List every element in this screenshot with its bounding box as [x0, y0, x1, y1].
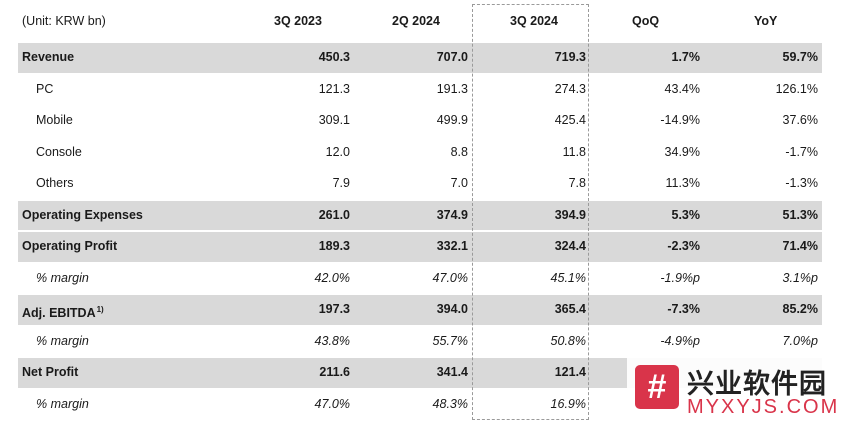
table-row: Operating Profit 189.3 332.1 324.4 -2.3% 71.4… — [0, 231, 842, 263]
table-cell: 16.9% — [550, 396, 586, 411]
table-cell: 126.1% — [775, 81, 818, 96]
table-cell: 43.8% — [314, 333, 350, 348]
table-cell: 7.0%p — [782, 333, 818, 348]
col-header-2q2024: 2Q 2024 — [392, 14, 440, 28]
row-shading — [18, 200, 822, 230]
table-cell: 7.0 — [450, 176, 468, 190]
row-label: Revenue — [22, 50, 75, 64]
table-cell: 3.1%p — [782, 270, 818, 285]
table-row: Console 12.0 8.8 11.8 34.9% -1.7% — [0, 137, 842, 169]
table-cell: 211.6 — [319, 365, 350, 379]
table-row: Adj. EBITDA1) 197.3 394.0 365.4 -7.3% 85.2% — [0, 294, 842, 326]
table-cell: 365.4 — [554, 302, 586, 316]
table-cell: 189.3 — [318, 239, 350, 253]
table-cell: 42.0% — [314, 270, 350, 285]
table-row: PC 121.3 191.3 274.3 43.4% 126.1% — [0, 74, 842, 106]
row-shading — [18, 295, 822, 325]
table-cell: -1.3% — [785, 176, 818, 190]
table-cell: -4.9%p — [660, 333, 700, 348]
row-label: Operating Expenses — [22, 207, 143, 222]
table-cell: 274.3 — [554, 81, 586, 96]
table-cell: 7.9 — [332, 176, 350, 190]
unit-label: (Unit: KRW bn) — [22, 14, 106, 28]
table-cell: 50.8% — [550, 333, 586, 348]
table-cell: 394.0 — [436, 302, 468, 316]
table-cell: 707.0 — [436, 50, 468, 64]
row-label: Net Profit — [22, 365, 79, 379]
table-cell: 11.3% — [665, 176, 700, 190]
table-row: Mobile 309.1 499.9 425.4 -14.9% 37.6% — [0, 105, 842, 137]
table-cell: 332.1 — [436, 239, 468, 253]
row-label: % margin — [36, 333, 89, 348]
table-header: (Unit: KRW bn) 3Q 2023 2Q 2024 3Q 2024 Q… — [0, 0, 842, 42]
table-cell: 191.3 — [436, 81, 468, 96]
table-cell: 71.4% — [782, 239, 818, 253]
watermark-chinese-text: 兴业软件园 — [687, 369, 827, 399]
table-cell: 394.9 — [554, 207, 586, 222]
row-label: Operating Profit — [22, 239, 118, 253]
table-cell: 55.7% — [432, 333, 468, 348]
table-cell: 51.3% — [782, 207, 818, 222]
table-cell: 7.8 — [568, 176, 586, 190]
table-cell: 37.6% — [782, 113, 818, 127]
table-cell: 43.4% — [664, 81, 700, 96]
table-cell: 1.7% — [671, 50, 701, 64]
table-cell: 374.9 — [436, 207, 468, 222]
row-label: Adj. EBITDA1) — [22, 305, 104, 321]
table-cell: 499.9 — [436, 113, 468, 127]
table-cell: 48.3% — [432, 396, 468, 411]
watermark: # 兴业软件园 MYXYJS.COM — [627, 356, 842, 427]
current-quarter-highlight — [472, 4, 589, 420]
table-cell: 12.0 — [325, 144, 350, 159]
watermark-english-text: MYXYJS.COM — [687, 396, 840, 418]
table-cell: 425.4 — [554, 113, 586, 127]
table-cell: 59.7% — [782, 50, 818, 64]
table-cell: 719.3 — [554, 50, 586, 64]
table-cell: -1.9%p — [660, 270, 700, 285]
row-label: Mobile — [36, 113, 73, 127]
table-row: Operating Expenses 261.0 374.9 394.9 5.3% 51.… — [0, 200, 842, 232]
row-shading — [18, 232, 822, 262]
col-header-yoy: YoY — [754, 14, 778, 28]
table-cell: 261.0 — [318, 207, 350, 222]
row-shading — [18, 43, 822, 73]
table-cell: 309.1 — [318, 113, 350, 127]
table-cell: 11.8 — [562, 144, 586, 159]
table-row: % margin 42.0% 47.0% 45.1% -1.9%p 3.1%p — [0, 263, 842, 295]
table-cell: 47.0% — [314, 396, 350, 411]
table-row: Revenue 450.3 707.0 719.3 1.7% 59.7% — [0, 42, 842, 74]
table-cell: 341.4 — [436, 365, 468, 379]
table-row: % margin 43.8% 55.7% 50.8% -4.9%p 7.0%p — [0, 326, 842, 358]
table-row: % margin 47.0% 48.3% 16.9% — [0, 389, 842, 421]
table-cell: 8.8 — [450, 144, 468, 159]
table-cell: -7.3% — [667, 302, 700, 316]
table-cell: 45.1% — [550, 270, 586, 285]
table-cell: 34.9% — [664, 144, 700, 159]
row-label: Console — [36, 144, 82, 159]
table-cell: 450.3 — [318, 50, 350, 64]
table-cell: 5.3% — [671, 207, 701, 222]
table-cell: 121.3 — [318, 81, 350, 96]
footnote-marker: 1) — [96, 305, 104, 314]
table-row: Others 7.9 7.0 7.8 11.3% -1.3% — [0, 168, 842, 200]
table-cell: -2.3% — [667, 239, 700, 253]
row-label: PC — [36, 81, 54, 96]
table-cell: 85.2% — [782, 302, 818, 316]
table-cell: 197.3 — [318, 302, 350, 316]
watermark-logo-icon: # — [635, 365, 679, 409]
col-header-qoq: QoQ — [632, 14, 660, 28]
table-cell: -14.9% — [660, 113, 700, 127]
table-cell: -1.7% — [785, 144, 818, 159]
table-cell: 121.4 — [554, 365, 586, 379]
col-header-3q2023: 3Q 2023 — [274, 14, 322, 28]
row-label: % margin — [36, 270, 89, 285]
table-cell: 47.0% — [432, 270, 468, 285]
row-label: % margin — [36, 396, 89, 411]
row-label: Others — [36, 176, 74, 190]
table-cell: 324.4 — [554, 239, 586, 253]
col-header-3q2024: 3Q 2024 — [510, 14, 558, 28]
